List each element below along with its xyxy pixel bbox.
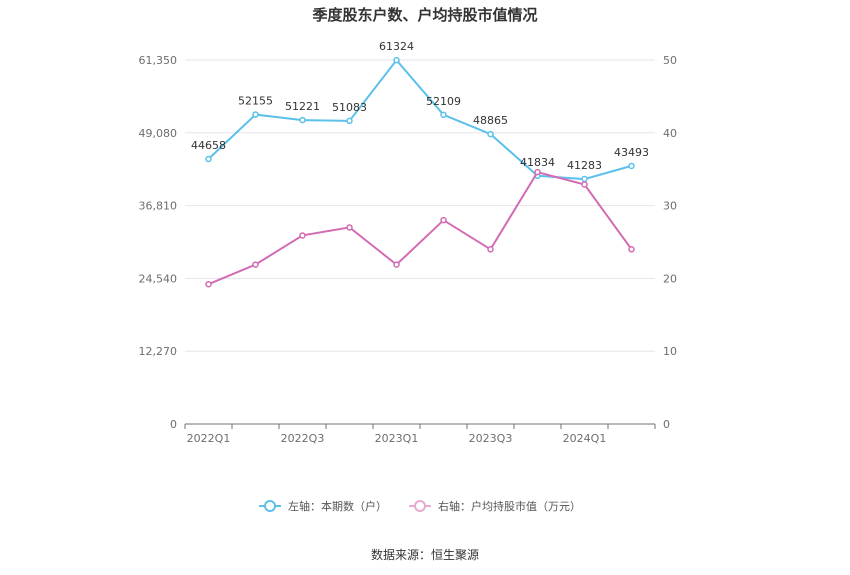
y-left-tick-label: 36,810 [139, 200, 178, 213]
data-point-left[interactable] [628, 162, 635, 170]
x-tick-label: 2022Q3 [281, 432, 325, 445]
y-right-tick-label: 50 [663, 54, 677, 67]
data-point-left[interactable] [393, 56, 400, 64]
y-left-tick-label: 0 [170, 418, 177, 431]
data-point-left[interactable] [299, 116, 306, 124]
legend-label-right: 右轴：户均持股市值（万元） [438, 499, 581, 513]
y-right-tick-label: 20 [663, 272, 677, 285]
legend-marker-left [264, 500, 276, 512]
series-layer [205, 56, 635, 288]
legend: 左轴：本期数（户） 右轴：户均持股市值（万元） [259, 499, 581, 513]
x-tick-label: 2022Q1 [187, 432, 231, 445]
y-left-tick-label: 12,270 [139, 345, 178, 358]
data-point-left[interactable] [346, 117, 353, 125]
y-right-tick-label: 40 [663, 127, 677, 140]
data-label: 41283 [567, 159, 602, 172]
data-point-right[interactable] [299, 232, 306, 239]
data-label: 52155 [238, 95, 273, 108]
data-label: 61324 [379, 40, 414, 53]
series-line-right [208, 170, 633, 286]
data-labels: 44658 52155 51221 51083 61324 52109 48865 41834… [191, 40, 649, 172]
y-right-tick-label: 0 [663, 418, 670, 431]
y-left-tick-label: 49,080 [139, 127, 178, 140]
data-label: 52109 [426, 95, 461, 108]
data-point-right[interactable] [205, 280, 212, 288]
data-point-left[interactable] [440, 111, 447, 119]
data-point-right[interactable] [252, 261, 259, 268]
y-left-tick-label: 24,540 [139, 272, 178, 285]
data-source: 数据来源：恒生聚源 [371, 547, 479, 562]
data-label: 48865 [473, 114, 508, 127]
y-right-tick-label: 30 [663, 200, 677, 213]
data-point-right[interactable] [534, 168, 541, 176]
axes: 0 0 12,270 10 24,540 20 36,810 30 49,080 40 61,350… [139, 54, 678, 445]
chart-title: 季度股东户数、户均持股市值情况 [312, 6, 537, 24]
data-point-right[interactable] [440, 216, 447, 224]
data-label: 44658 [191, 139, 226, 152]
legend-item-left-series[interactable]: 左轴：本期数（户） [259, 499, 387, 513]
data-point-left[interactable] [252, 111, 259, 118]
x-tick-label: 2023Q3 [469, 432, 513, 445]
grid [185, 59, 655, 352]
data-label: 51083 [332, 101, 367, 114]
x-tick-label: 2023Q1 [375, 432, 419, 445]
data-point-right[interactable] [581, 181, 588, 188]
data-label: 51221 [285, 100, 320, 113]
x-tick-label: 2024Q1 [563, 432, 607, 445]
data-point-left[interactable] [205, 155, 212, 163]
data-label: 41834 [520, 156, 555, 169]
data-point-right[interactable] [393, 261, 400, 268]
data-label: 43493 [614, 146, 649, 159]
y-right-tick-label: 10 [663, 345, 677, 358]
data-point-right[interactable] [346, 224, 353, 231]
y-left-tick-label: 61,350 [139, 54, 178, 67]
legend-label-left: 左轴：本期数（户） [288, 499, 387, 513]
legend-marker-right [414, 500, 426, 512]
data-point-left[interactable] [487, 130, 494, 138]
data-point-right[interactable] [628, 246, 635, 253]
data-point-right[interactable] [487, 246, 494, 253]
data-point-left[interactable] [581, 175, 588, 183]
legend-item-right-series[interactable]: 右轴：户均持股市值（万元） [409, 499, 581, 513]
